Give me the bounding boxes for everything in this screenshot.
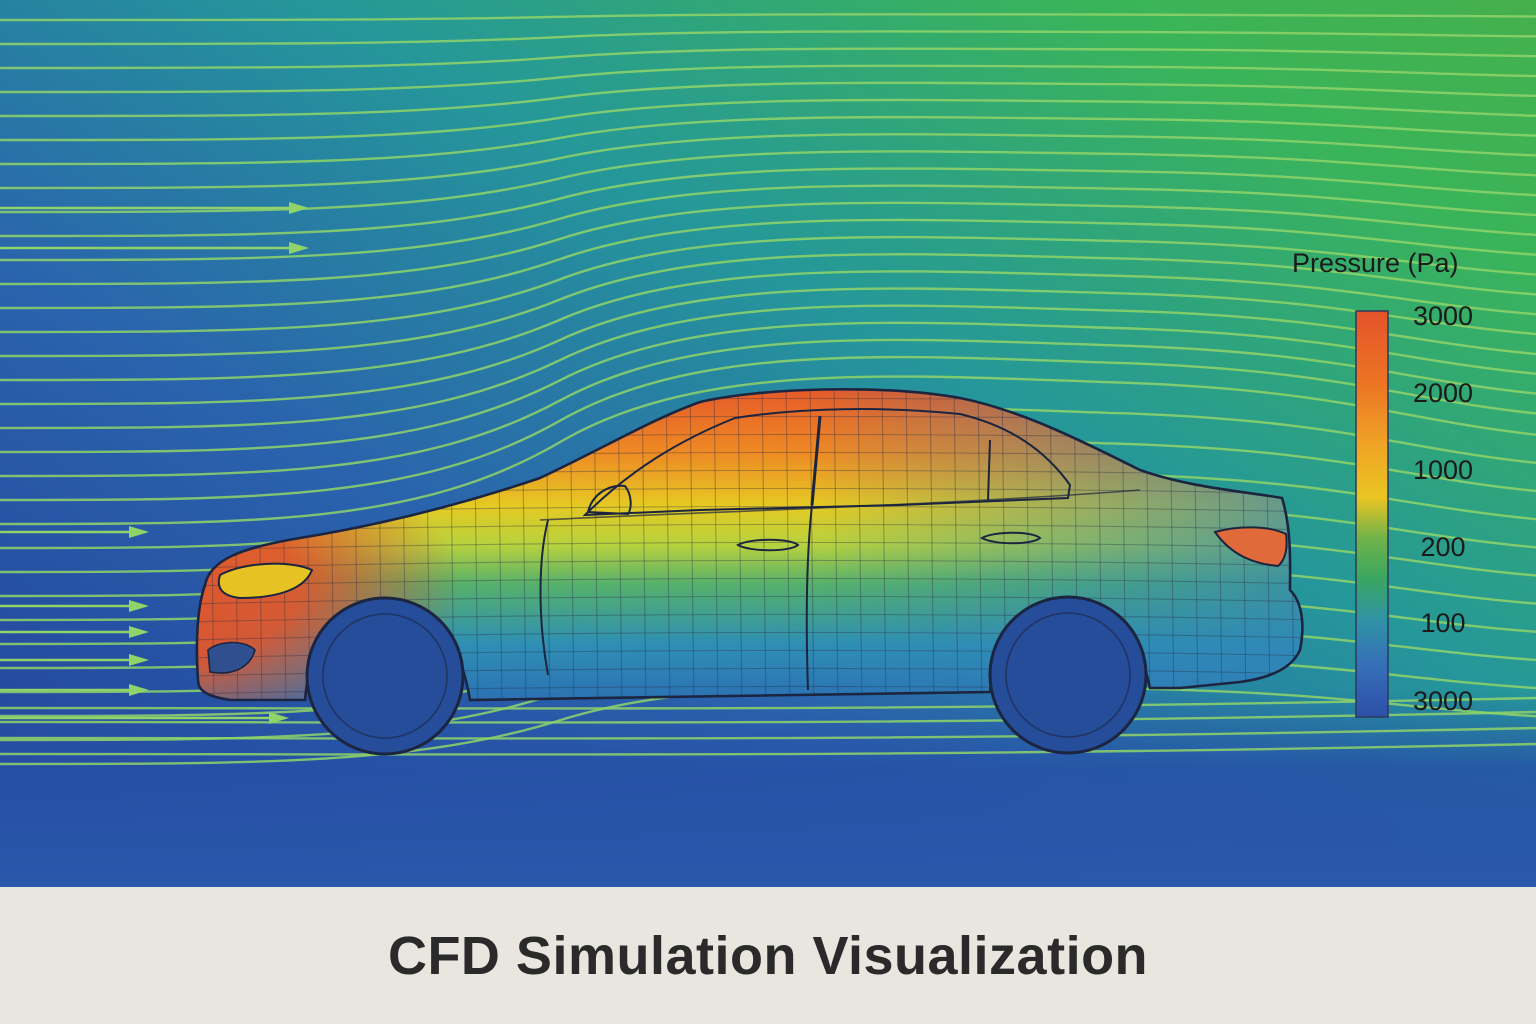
- caption-title: CFD Simulation Visualization: [387, 925, 1149, 986]
- flow-arrow-icon: [0, 242, 309, 254]
- pressure-colorbar: [1355, 310, 1389, 718]
- caption-bar: CFD Simulation Visualization: [0, 887, 1536, 1024]
- streamline: [0, 13, 1536, 22]
- streamline: [0, 287, 1536, 406]
- legend-tick-label: 3000: [1412, 686, 1474, 716]
- mesh-line: [857, 389, 863, 700]
- front-door-handle: [736, 538, 800, 552]
- streamline: [0, 253, 1536, 358]
- flow-arrow-icon: [0, 712, 289, 724]
- flow-arrow-icon: [0, 626, 149, 638]
- streamline: [0, 64, 1536, 94]
- front-wheel: [305, 596, 465, 756]
- rear-door-line: [805, 504, 813, 691]
- mesh-line: [196, 541, 1303, 551]
- streamline: [0, 235, 1536, 334]
- streamline: [0, 742, 1536, 756]
- streamline: [0, 184, 1536, 262]
- legend-tick-label: 3000: [1412, 301, 1474, 331]
- mesh-line: [641, 389, 647, 700]
- mesh-line: [809, 389, 815, 700]
- b-pillar: [810, 415, 822, 506]
- streamline: [0, 270, 1536, 382]
- streamline: [0, 338, 1536, 478]
- legend-tick-label: 1000: [1412, 455, 1474, 485]
- headlight: [217, 562, 314, 600]
- cfd-canvas: [0, 0, 1536, 887]
- window-outline: [582, 408, 1072, 517]
- streamline: [0, 375, 1536, 526]
- flow-arrow-icon: [0, 654, 149, 666]
- c-pillar: [987, 439, 991, 501]
- mesh-line: [196, 577, 1303, 587]
- mesh-line: [665, 389, 671, 700]
- streamline: [0, 218, 1536, 310]
- flow-arrow-icon: [0, 526, 149, 538]
- streamlines: [0, 13, 1536, 766]
- belt-line: [539, 489, 1141, 521]
- mesh-line: [881, 389, 887, 700]
- ground-region: [0, 690, 1536, 887]
- streamline: [0, 304, 1536, 430]
- streamline: [0, 47, 1536, 70]
- mesh-line: [761, 389, 767, 700]
- mesh-line: [977, 389, 983, 700]
- cfd-visualization: Pressure (Pa) 3000 2000 1000 200 100 300…: [0, 0, 1536, 887]
- mesh-line: [905, 389, 911, 700]
- legend-tick-label: 2000: [1412, 378, 1474, 408]
- tail-light: [1213, 526, 1288, 568]
- legend-tick-label: 200: [1420, 532, 1466, 562]
- rear-door-handle: [980, 531, 1042, 545]
- streamline: [0, 150, 1536, 214]
- mesh-line: [833, 389, 839, 700]
- legend-title: Pressure (Pa): [1292, 248, 1459, 278]
- legend-tick-label: 100: [1420, 608, 1466, 638]
- mesh-line: [953, 389, 959, 700]
- streamline: [0, 81, 1536, 118]
- inflow-arrows: [0, 202, 309, 724]
- streamline: [0, 201, 1536, 286]
- streamline: [0, 355, 1536, 502]
- streamline: [0, 98, 1536, 142]
- front-grille-intake: [207, 641, 256, 674]
- mesh-line: [196, 559, 1303, 569]
- streamline: [0, 30, 1536, 46]
- mesh-line: [929, 389, 935, 700]
- flow-arrow-icon: [0, 600, 149, 612]
- side-mirror: [586, 484, 632, 516]
- mesh-line: [713, 389, 719, 700]
- streamline: [0, 133, 1536, 190]
- streamline: [0, 726, 1536, 740]
- flow-arrow-icon: [0, 202, 309, 214]
- front-door-line: [539, 519, 549, 676]
- mesh-line: [196, 595, 1303, 605]
- streamline: [0, 115, 1536, 166]
- mesh-line: [689, 389, 695, 700]
- streamline: [0, 321, 1536, 454]
- mesh-line: [785, 389, 791, 700]
- rear-wheel: [988, 595, 1148, 755]
- streamline: [0, 710, 1536, 724]
- streamline: [0, 167, 1536, 238]
- streamline: [0, 696, 1536, 710]
- flow-arrow-icon: [0, 684, 149, 696]
